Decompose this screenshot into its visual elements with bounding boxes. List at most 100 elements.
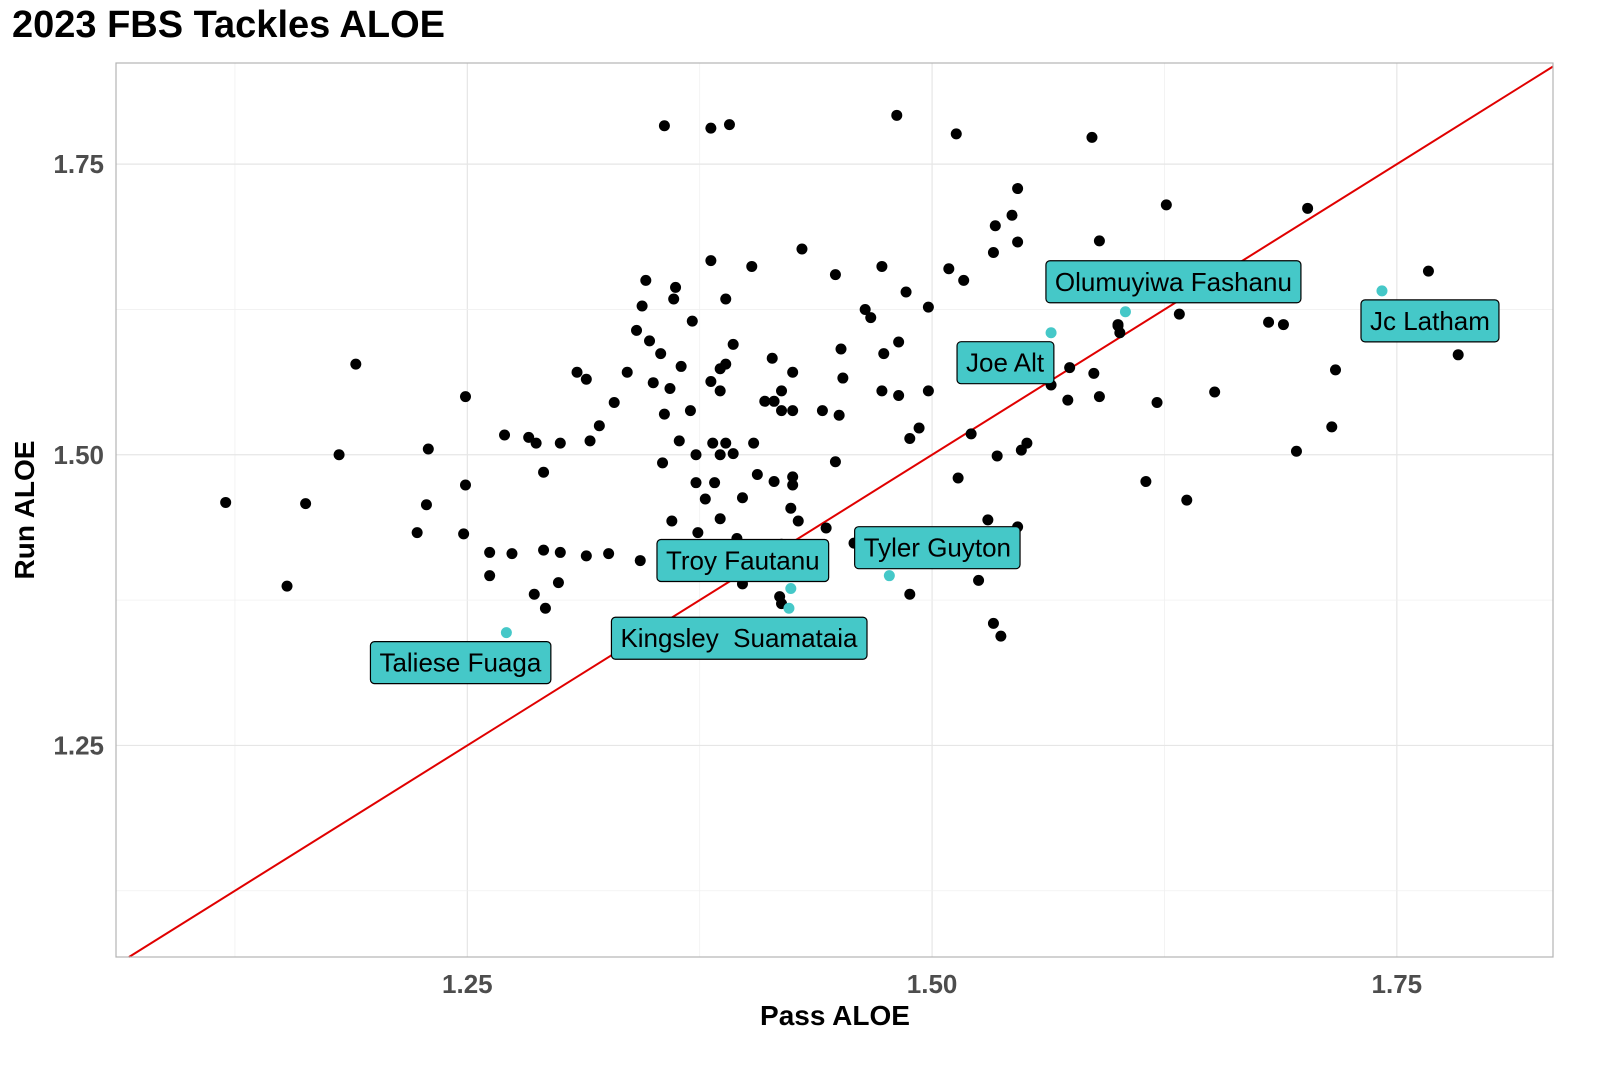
- data-point: [904, 588, 916, 600]
- data-point: [1093, 391, 1105, 403]
- plot-panel-border: [115, 62, 1554, 958]
- data-point: [1006, 209, 1018, 221]
- data-point: [666, 515, 678, 527]
- data-point: [723, 119, 735, 131]
- data-point: [673, 435, 685, 447]
- data-point: [506, 548, 518, 560]
- data-point: [644, 335, 656, 347]
- data-point: [554, 546, 566, 558]
- data-point: [982, 514, 994, 526]
- data-point: [1160, 199, 1172, 211]
- annotation-label-box: [369, 641, 552, 685]
- data-point: [1290, 445, 1302, 457]
- data-point: [707, 437, 719, 449]
- data-point: [690, 477, 702, 489]
- annotation-label: Joe Alt: [956, 341, 1055, 385]
- data-point: [692, 527, 704, 539]
- data-point: [952, 472, 964, 484]
- data-point: [1263, 316, 1275, 328]
- data-point: [1422, 265, 1434, 277]
- data-point: [484, 546, 496, 558]
- data-point: [499, 429, 511, 441]
- data-point: [714, 385, 726, 397]
- data-point: [220, 496, 232, 508]
- data-point: [603, 548, 615, 560]
- data-point: [670, 281, 682, 293]
- data-point: [411, 527, 423, 539]
- annotation-label: Taliese Fuaga: [369, 641, 552, 685]
- annotation-label: Kingsley Suamataia: [610, 616, 868, 660]
- highlighted-point: [883, 570, 895, 582]
- data-point: [987, 617, 999, 629]
- data-point: [658, 408, 670, 420]
- data-point: [950, 128, 962, 140]
- data-point: [720, 293, 732, 305]
- annotation-label-box: [854, 526, 1021, 570]
- data-point: [699, 493, 711, 505]
- data-point: [705, 122, 717, 134]
- data-point: [1181, 494, 1193, 506]
- data-point: [1114, 327, 1126, 339]
- data-point: [876, 260, 888, 272]
- x-tick-label: 1.50: [907, 969, 958, 999]
- annotation-label-box: [656, 538, 830, 583]
- x-axis-title: Pass ALOE: [760, 1000, 910, 1031]
- data-point: [787, 471, 799, 483]
- data-point: [664, 383, 676, 395]
- annotation-label-text: Taliese Fuaga: [379, 648, 541, 678]
- data-point: [300, 498, 312, 510]
- y-tick-label: 1.50: [53, 440, 104, 470]
- reference-line: [128, 65, 1554, 958]
- data-point: [668, 293, 680, 305]
- annotation-labels-layer: Olumuyiwa Fashanu Jc Latham Joe Alt Tyler G…: [369, 260, 1500, 685]
- data-point: [900, 286, 912, 298]
- data-point: [878, 348, 890, 360]
- data-point: [891, 109, 903, 121]
- data-point: [1302, 202, 1314, 214]
- annotation-label: Tyler Guyton: [854, 526, 1021, 570]
- data-point: [816, 405, 828, 417]
- data-point: [776, 385, 788, 397]
- data-point: [459, 391, 471, 403]
- annotation-label: Olumuyiwa Fashanu: [1045, 260, 1302, 304]
- data-point: [459, 479, 471, 491]
- tick-labels-layer: 1.25 1.50 1.75 1.25 1.50 1.75: [53, 149, 1422, 999]
- data-point: [1093, 235, 1105, 247]
- data-point: [829, 269, 841, 281]
- data-point: [859, 303, 871, 315]
- annotation-label-text: Troy Fautanu: [666, 545, 820, 575]
- data-point: [1209, 386, 1221, 398]
- data-point: [787, 366, 799, 378]
- data-point: [675, 360, 687, 372]
- grid-layer: [116, 63, 1553, 957]
- data-point: [943, 263, 955, 275]
- data-point: [584, 435, 596, 447]
- data-point: [965, 428, 977, 440]
- highlighted-point: [783, 602, 795, 614]
- data-point: [655, 348, 667, 360]
- data-point: [787, 405, 799, 417]
- data-point: [539, 602, 551, 614]
- data-point: [922, 385, 934, 397]
- data-point: [420, 499, 432, 511]
- data-point: [705, 255, 717, 267]
- data-point: [422, 443, 434, 455]
- data-point: [634, 555, 646, 567]
- data-point: [833, 409, 845, 421]
- reference-line-layer: [128, 65, 1554, 958]
- data-point: [768, 395, 780, 407]
- data-point: [640, 274, 652, 286]
- data-point: [484, 570, 496, 582]
- data-point: [538, 466, 550, 478]
- x-tick-label: 1.75: [1372, 969, 1423, 999]
- data-point: [530, 437, 542, 449]
- data-point: [458, 528, 470, 540]
- annotation-label-text: Tyler Guyton: [864, 533, 1011, 563]
- data-point: [552, 577, 564, 589]
- data-point: [829, 456, 841, 468]
- data-point: [523, 431, 535, 443]
- y-tick-label: 1.25: [53, 730, 104, 760]
- data-point: [528, 588, 540, 600]
- data-point: [1173, 308, 1185, 320]
